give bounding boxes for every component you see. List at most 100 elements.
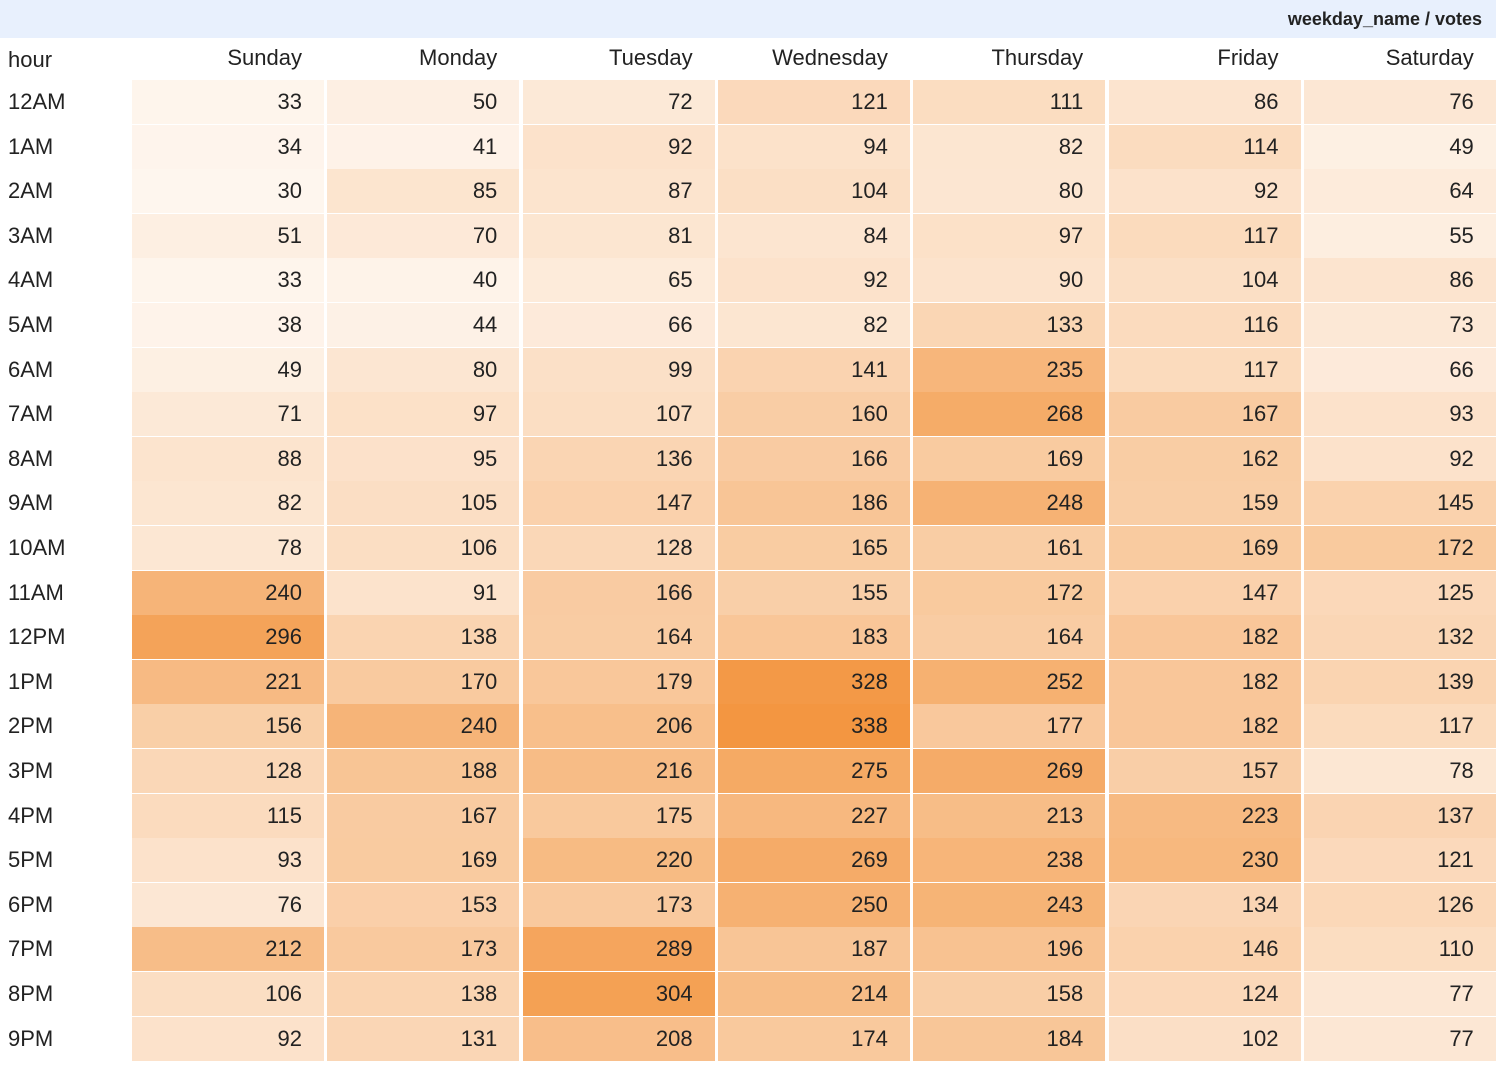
heat-cell: 97 [913, 213, 1106, 258]
heat-cell: 50 [327, 80, 520, 124]
row-label: 12PM [8, 624, 66, 650]
heat-cell: 117 [1108, 213, 1301, 258]
heat-cell: 137 [1303, 793, 1496, 838]
column-header: Tuesday [609, 45, 693, 70]
heat-cell: 64 [1303, 169, 1496, 214]
heat-cell: 97 [327, 392, 520, 437]
heat-cell: 77 [1303, 1016, 1496, 1061]
heat-cell: 34 [132, 124, 324, 169]
row-label: 3PM [8, 758, 54, 783]
row-label: 9AM [8, 490, 54, 516]
heat-cell: 177 [913, 704, 1106, 749]
heat-cell: 107 [522, 392, 715, 437]
heat-cell: 240 [327, 704, 520, 749]
heat-cell: 175 [522, 793, 715, 838]
heat-cell: 104 [1108, 258, 1301, 303]
heat-cell: 99 [522, 347, 715, 392]
heat-cell: 164 [522, 615, 715, 660]
heat-cell: 174 [717, 1016, 910, 1061]
heat-cell: 125 [1303, 570, 1496, 615]
heat-cell: 275 [717, 749, 910, 793]
heat-cell: 304 [522, 972, 715, 1016]
column-header: hour [8, 47, 53, 72]
heat-cell: 252 [913, 659, 1106, 704]
heat-cell: 182 [1108, 704, 1301, 749]
heat-cell: 124 [1108, 972, 1301, 1016]
heat-cell: 93 [132, 838, 324, 883]
heat-cell: 161 [913, 526, 1106, 570]
column-header: Sunday [227, 45, 302, 70]
heat-cell: 296 [132, 615, 324, 660]
row-label: 7PM [8, 936, 54, 962]
heat-cell: 169 [913, 436, 1106, 481]
heat-cell: 179 [522, 659, 715, 704]
heat-cell: 159 [1108, 481, 1301, 526]
heat-cell: 38 [132, 303, 324, 347]
row-label: 7AM [8, 401, 54, 427]
heat-cell: 243 [913, 882, 1106, 927]
row-label: 6AM [8, 356, 54, 382]
heat-cell: 248 [913, 481, 1106, 526]
column-header: Wednesday [772, 45, 888, 70]
heat-cell: 92 [1303, 436, 1496, 481]
row-label: 4PM [8, 802, 54, 828]
heat-cell: 33 [132, 258, 324, 303]
heat-cell: 268 [913, 392, 1106, 437]
heat-cell: 102 [1108, 1016, 1301, 1061]
heat-cell: 147 [1108, 570, 1301, 615]
heat-cell: 90 [913, 258, 1106, 303]
row-label: 3AM [8, 222, 54, 248]
heat-cell: 111 [913, 80, 1106, 124]
heat-cell: 240 [132, 570, 324, 615]
heat-cell: 155 [717, 570, 910, 615]
heat-cell: 169 [327, 838, 520, 883]
row-label: 1AM [8, 133, 54, 159]
heat-cell: 128 [132, 749, 324, 793]
heat-cell: 214 [717, 972, 910, 1016]
heat-cell: 221 [132, 659, 324, 704]
row-label: 11AM [8, 579, 64, 605]
row-label: 5AM [8, 312, 54, 337]
heat-cell: 166 [522, 570, 715, 615]
heat-cell: 78 [1303, 749, 1496, 793]
heat-cell: 117 [1303, 704, 1496, 749]
heat-cell: 141 [717, 347, 910, 392]
heat-cell: 121 [1303, 838, 1496, 883]
heat-cell: 91 [327, 570, 520, 615]
heat-cell: 167 [327, 793, 520, 838]
heat-cell: 92 [522, 124, 715, 169]
heat-cell: 213 [913, 793, 1106, 838]
heat-cell: 173 [522, 882, 715, 927]
heat-cell: 86 [1303, 258, 1496, 303]
heat-cell: 220 [522, 838, 715, 883]
heat-cell: 77 [1303, 972, 1496, 1016]
heat-cell: 126 [1303, 882, 1496, 927]
heat-cell: 92 [717, 258, 910, 303]
heat-cell: 82 [717, 303, 910, 347]
heat-cell: 160 [717, 392, 910, 437]
heat-cell: 76 [132, 882, 324, 927]
heat-cell: 82 [913, 124, 1106, 169]
heat-cell: 227 [717, 793, 910, 838]
row-label: 10AM [8, 535, 66, 560]
heat-cell: 71 [132, 392, 324, 437]
heat-cell: 33 [132, 80, 324, 124]
heat-cell: 40 [327, 258, 520, 303]
heat-cell: 104 [717, 169, 910, 214]
row-label: 2AM [8, 178, 54, 204]
heat-cell: 49 [132, 347, 324, 392]
heat-cell: 51 [132, 213, 324, 258]
heat-cell: 186 [717, 481, 910, 526]
heat-cell: 147 [522, 481, 715, 526]
heat-cell: 136 [522, 436, 715, 481]
heat-cell: 208 [522, 1016, 715, 1061]
heat-cell: 94 [717, 124, 910, 169]
heat-cell: 235 [913, 347, 1106, 392]
heat-cell: 289 [522, 927, 715, 972]
column-header: Thursday [991, 45, 1084, 70]
heat-cell: 41 [327, 124, 520, 169]
heat-cell: 156 [132, 704, 324, 749]
row-label: 4AM [8, 267, 54, 293]
heat-cell: 84 [717, 213, 910, 258]
